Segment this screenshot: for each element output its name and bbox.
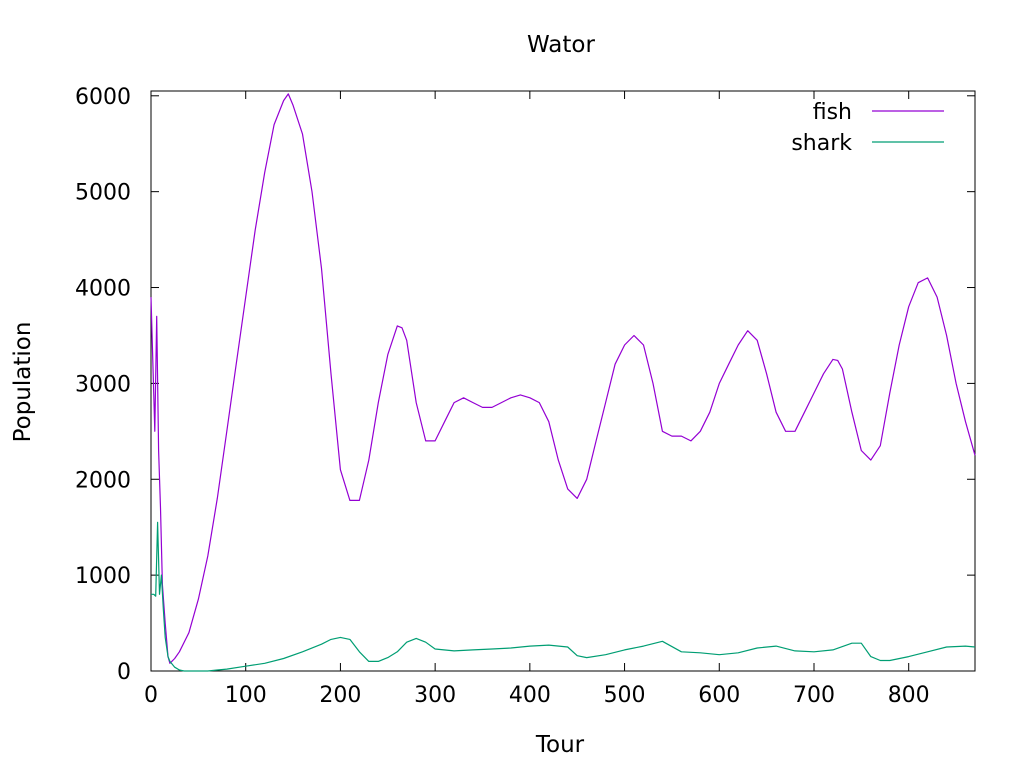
y-tick-label: 0	[117, 660, 131, 685]
chart-title: Wator	[527, 32, 595, 58]
y-tick-label: 2000	[75, 468, 131, 493]
fish-series-line	[150, 93, 976, 664]
x-tick-label: 700	[793, 683, 835, 708]
y-axis-title: Population	[10, 322, 36, 443]
y-tick-label: 1000	[75, 564, 131, 589]
legend: fish shark	[791, 100, 944, 156]
x-tick-label: 800	[888, 683, 930, 708]
x-tick-label: 100	[225, 683, 267, 708]
series-layer	[150, 93, 976, 672]
y-tick-label: 5000	[75, 181, 131, 206]
x-tick-label: 200	[319, 683, 361, 708]
legend-label-fish: fish	[813, 100, 852, 125]
x-tick-label: 0	[144, 683, 158, 708]
axis-ticks: 0 100 200 300 400 500 600 700 800 0 1000 2000 3000 40…	[75, 85, 975, 708]
plot-frame	[150, 90, 976, 672]
x-tick-label: 500	[604, 683, 646, 708]
x-tick-label: 400	[509, 683, 551, 708]
y-tick-label: 3000	[75, 372, 131, 397]
legend-label-shark: shark	[791, 131, 852, 156]
y-tick-label: 4000	[75, 277, 131, 302]
y-tick-label: 6000	[75, 85, 131, 110]
shark-series-line	[151, 521, 976, 672]
x-tick-label: 300	[414, 683, 456, 708]
x-axis-title: Tour	[535, 732, 585, 758]
x-tick-label: 600	[698, 683, 740, 708]
